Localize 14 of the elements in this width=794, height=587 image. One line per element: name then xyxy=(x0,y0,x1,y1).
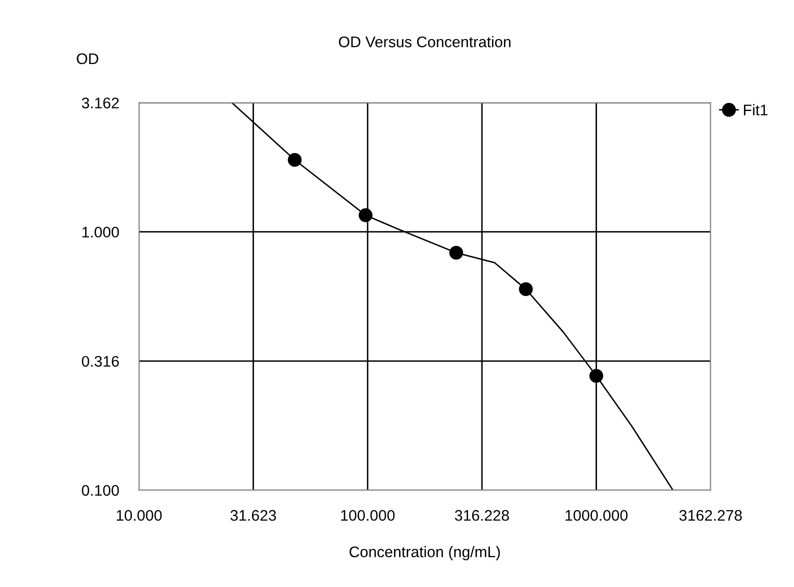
x-axis-title: Concentration (ng/mL) xyxy=(350,546,500,560)
x-tick-label: 100.000 xyxy=(341,510,395,521)
legend-label: Fit1 xyxy=(744,104,768,116)
x-tick-label: 31.623 xyxy=(230,510,276,521)
x-tick-label: 3162.278 xyxy=(679,510,742,521)
y-tick-label: 0.100 xyxy=(82,485,119,496)
y-tick-label: 3.162 xyxy=(82,98,119,108)
y-tick-label: 1.000 xyxy=(82,226,119,238)
x-tick-label: 316.228 xyxy=(454,510,509,521)
x-tick-label: 10.000 xyxy=(116,510,162,521)
x-tick-label: 1000.000 xyxy=(566,510,628,521)
chart-title: OD Versus Concentration xyxy=(338,36,510,48)
y-axis-title: OD xyxy=(76,53,98,64)
y-tick-label: 0.316 xyxy=(82,356,119,367)
